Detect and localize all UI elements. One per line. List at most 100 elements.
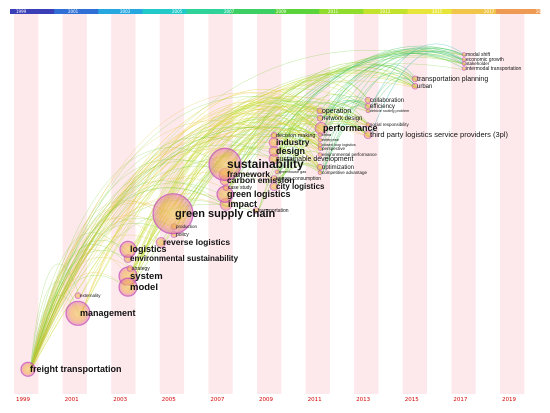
link-curve [29, 63, 467, 373]
keyword-label: green logistics [227, 189, 291, 199]
link-curve [278, 162, 323, 175]
link-curve [321, 50, 467, 142]
bottom-year-label: 2007 [210, 397, 224, 403]
keyword-node [461, 66, 467, 71]
link-curve [29, 244, 133, 373]
link-curve [278, 53, 467, 174]
top-year-label: 2017 [484, 9, 495, 14]
keyword-node [461, 57, 467, 62]
bottom-year-label: 2003 [113, 397, 127, 403]
keyword-node [118, 277, 138, 297]
top-year-label: 2005 [172, 9, 183, 14]
link-curve [369, 50, 467, 138]
keyword-label: industry [276, 137, 310, 147]
keyword-label: policy [176, 232, 189, 238]
link-curve [29, 202, 176, 373]
link-curve [369, 43, 467, 109]
link-curve [321, 47, 467, 175]
keyword-node [269, 182, 279, 191]
link-curve [29, 232, 131, 373]
keyword-node [317, 152, 323, 157]
bottom-year-label: 2011 [308, 397, 322, 403]
keyword-label: efficiency [370, 104, 395, 110]
year-band [257, 14, 282, 394]
link-curve [275, 51, 467, 190]
timeline-bar-segment [54, 9, 99, 14]
keyword-label: transportation planning [417, 76, 488, 83]
keyword-node [317, 132, 323, 138]
bottom-year-axis: 1999 2001 2003 2005 2007 2009 2011 2013 2015 2017… [16, 397, 516, 403]
keyword-label: city logistics [276, 182, 325, 191]
top-year-label: 2015 [432, 9, 443, 14]
link-curve [29, 123, 371, 373]
year-band [14, 14, 39, 394]
link-curve [275, 126, 323, 146]
bottom-year-label: 2019 [502, 397, 516, 403]
keyword-node [317, 137, 323, 143]
keyword-label: collaboration [370, 98, 404, 104]
keyword-label: vehicle routing problem [370, 109, 409, 113]
keyword-node [461, 52, 467, 57]
keyword-label: economic growth [466, 57, 504, 63]
link-curve [29, 91, 323, 373]
keyword-node [317, 170, 323, 175]
keyword-label: network design [322, 116, 362, 122]
keyword-node [126, 265, 134, 272]
year-band [500, 14, 525, 394]
keyword-node [365, 122, 371, 127]
keyword-label: greenhouse gas [279, 170, 306, 174]
keyword-node [270, 132, 278, 139]
keyword-label: reverse logistics [163, 237, 230, 247]
year-band [402, 14, 428, 394]
keyword-label: design [276, 146, 305, 156]
timeline-bar-segment [230, 9, 276, 14]
timeline-bar-segment [186, 9, 232, 14]
top-year-label: 2007 [224, 9, 235, 14]
keyword-label: modal shift [466, 52, 491, 58]
keyword-label: environmental performance [322, 152, 377, 157]
link-curve [79, 89, 323, 317]
keyword-node [316, 163, 324, 171]
link-curve [29, 105, 324, 373]
bottom-year-label: 2013 [356, 397, 370, 403]
top-year-label: 2019 [536, 9, 547, 14]
keyword-label: energy consumption [276, 176, 321, 182]
keyword-node [411, 75, 419, 83]
keyword-node [152, 193, 194, 235]
keyword-label: urban [417, 84, 432, 90]
keyword-label: china [322, 133, 332, 137]
keyword-label: impact [228, 199, 257, 209]
keyword-label: operation [322, 108, 351, 115]
link-curve [321, 72, 418, 175]
keyword-label: green supply chain [175, 208, 276, 220]
link-curve [175, 80, 371, 229]
link-curve [29, 96, 371, 373]
keyword-label: competitive advantage [322, 170, 368, 175]
top-year-label: 2011 [328, 9, 339, 14]
link-curve [226, 53, 467, 178]
keyword-node [74, 292, 82, 299]
keyword-label: enterprise [322, 138, 339, 142]
link-curve [321, 64, 418, 121]
keyword-node [252, 207, 260, 214]
keyword-node [364, 96, 372, 104]
link-curve [227, 73, 371, 190]
bottom-year-label: 2005 [162, 397, 176, 403]
keyword-node [316, 107, 324, 115]
link-curve [29, 96, 323, 373]
link-curve [174, 97, 323, 218]
timeline-bar-segment [10, 9, 55, 14]
top-year-label: 2013 [380, 9, 391, 14]
keyword-label: framework [227, 169, 270, 179]
keyword-node [155, 237, 167, 248]
year-band [62, 14, 87, 394]
bottom-year-label: 2015 [405, 397, 419, 403]
timeline-bar-segment [142, 9, 188, 14]
link-curve [175, 70, 418, 237]
timeline-bar-segment [275, 9, 320, 14]
link-curve [29, 180, 229, 373]
keyword-label: freight transportation [30, 364, 122, 374]
keyword-node [316, 114, 324, 122]
link-curve [129, 100, 324, 291]
keyword-label: logistics [130, 244, 167, 254]
